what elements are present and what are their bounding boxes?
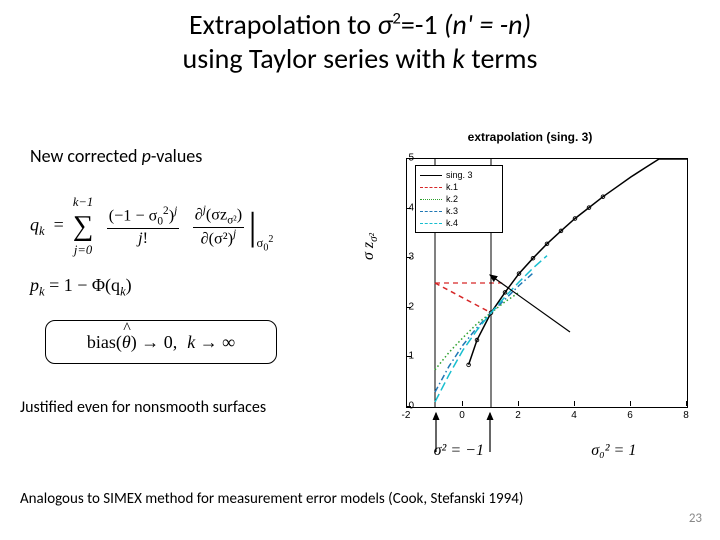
bottom-equations: σ² = −1 σ₀² = 1 xyxy=(380,442,690,460)
pk-p: p xyxy=(30,275,39,295)
title-paren: (n' = -n) xyxy=(444,7,531,42)
ylabel-main: σ z xyxy=(360,242,377,260)
title-line1-post: =-1 xyxy=(401,7,444,42)
chart-ylabel: σ zσ² xyxy=(360,233,380,260)
pk-eq: = 1 − Φ(q xyxy=(45,275,120,295)
pk-eq2: ) xyxy=(126,275,132,295)
legend-swatch xyxy=(420,223,442,224)
bias-pre: bias( xyxy=(87,332,122,352)
legend-row: k.4 xyxy=(420,217,498,229)
formula-qk: qk = k−1∑j=0 (−1 − σ02)j j! ∂j(σzσ²) ∂(σ… xyxy=(30,195,273,258)
extrapolation-chart: extrapolation (sing. 3) σ zσ² sing. 3 k.1… xyxy=(360,130,700,440)
legend-swatch xyxy=(420,187,442,188)
legend-label: sing. 3 xyxy=(446,170,473,180)
title-k: k xyxy=(452,41,465,76)
ytick-label: 4 xyxy=(394,202,414,213)
bias-theta: θ xyxy=(122,332,131,353)
title-sigma-exp: 2 xyxy=(392,8,401,29)
title-line2-post: terms xyxy=(465,41,537,76)
xtick-label: 4 xyxy=(571,410,577,421)
bottomeq-left: σ² = −1 xyxy=(434,442,484,460)
subheading: New corrected p-values xyxy=(30,145,202,167)
ytick-label: 1 xyxy=(394,351,414,362)
xtick-label: 8 xyxy=(683,410,689,421)
xtick-label: 6 xyxy=(627,410,633,421)
legend-row: sing. 3 xyxy=(420,169,498,181)
bias-box: bias(θ) → 0, k → ∞ xyxy=(45,320,277,364)
legend-swatch xyxy=(420,199,442,200)
legend-row: k.3 xyxy=(420,205,498,217)
bias-rhs: k → ∞ xyxy=(187,332,235,353)
title-line1-pre: Extrapolation to xyxy=(189,7,378,42)
analogous-text: Analogous to SIMEX method for measuremen… xyxy=(20,490,523,508)
page-number: 23 xyxy=(689,511,702,526)
legend-label: k.3 xyxy=(446,206,458,216)
ytick-label: 0 xyxy=(394,401,414,412)
legend-box: sing. 3 k.1 k.2 k.3 k.4 xyxy=(415,165,503,233)
legend-swatch xyxy=(420,211,442,212)
legend-label: k.4 xyxy=(446,218,458,228)
title-line2-pre: using Taylor series with xyxy=(183,41,453,76)
xtick-label: -2 xyxy=(402,410,411,421)
bias-lhs: bias(θ) → 0, xyxy=(87,332,177,353)
chart-title: extrapolation (sing. 3) xyxy=(360,130,700,144)
formula-pk: pk = 1 − Φ(qk) xyxy=(30,275,132,300)
legend-row: k.1 xyxy=(420,181,498,193)
subheading-pre: New corrected xyxy=(30,145,142,167)
ylabel-sub: σ² xyxy=(368,233,380,242)
ytick-label: 3 xyxy=(394,252,414,263)
subheading-post: -values xyxy=(151,145,202,167)
subheading-p: p xyxy=(142,145,151,167)
bottomeq-right: σ₀² = 1 xyxy=(591,442,636,460)
xtick-label: 0 xyxy=(459,410,465,421)
title-sigma: σ xyxy=(377,7,392,42)
plot-box: sing. 3 k.1 k.2 k.3 k.4 xyxy=(406,158,688,408)
justified-text: Justified even for nonsmooth surfaces xyxy=(20,398,266,417)
legend-label: k.1 xyxy=(446,182,458,192)
legend-label: k.2 xyxy=(446,194,458,204)
xtick-label: 2 xyxy=(515,410,521,421)
legend-swatch xyxy=(420,175,442,176)
legend-row: k.2 xyxy=(420,193,498,205)
bias-post: ) → 0, xyxy=(131,332,178,352)
slide-title: Extrapolation to σ2=-1 (n' = -n) using T… xyxy=(0,8,720,75)
ytick-label: 5 xyxy=(394,153,414,164)
ytick-label: 2 xyxy=(394,301,414,312)
